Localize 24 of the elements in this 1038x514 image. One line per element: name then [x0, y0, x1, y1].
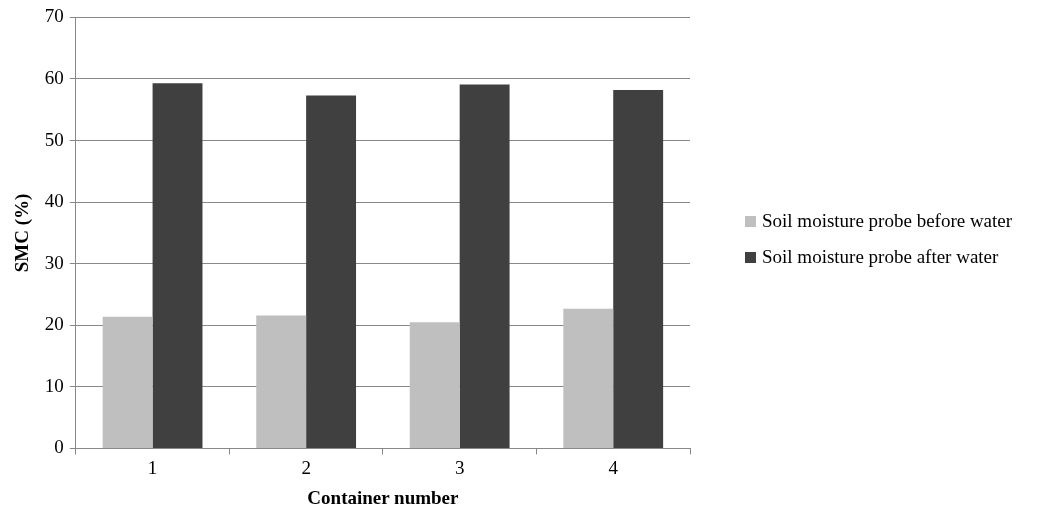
bar: [306, 95, 357, 448]
y-tick-label: 20: [44, 313, 64, 335]
bar: [459, 84, 510, 448]
x-tick-label: 2: [301, 456, 311, 478]
y-tick-label: 50: [44, 128, 64, 150]
x-tick-label: 4: [608, 456, 619, 478]
bar: [256, 315, 307, 448]
y-tick-label: 40: [44, 190, 64, 212]
x-axis-title: Container number: [307, 486, 460, 508]
bar: [102, 316, 153, 448]
bar: [613, 90, 664, 448]
x-tick-label: 1: [147, 456, 158, 478]
bar: [152, 83, 203, 448]
y-tick-label: 30: [44, 251, 64, 273]
y-tick-label: 10: [44, 374, 64, 396]
legend-label: Soil moisture probe before water: [762, 209, 1013, 233]
bar: [409, 322, 460, 448]
y-tick-label: 60: [44, 66, 64, 88]
y-tick-label: 70: [44, 5, 64, 27]
y-axis-title: SMC (%): [11, 193, 34, 273]
y-tick-label: 0: [54, 436, 64, 458]
x-tick-label: 3: [454, 456, 465, 478]
bar: [563, 308, 614, 448]
legend-label: Soil moisture probe after water: [762, 245, 999, 269]
